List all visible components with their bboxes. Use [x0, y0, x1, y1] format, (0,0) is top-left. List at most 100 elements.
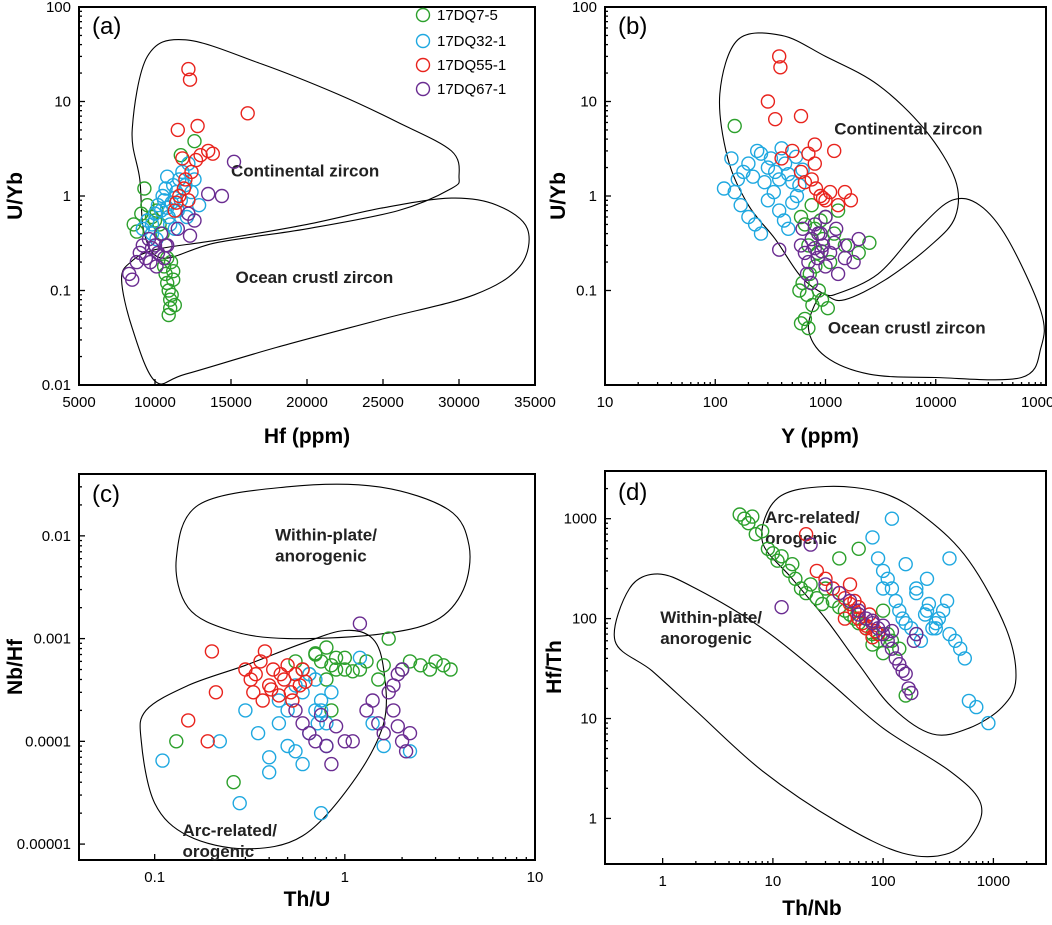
point-17dq32-1	[953, 641, 968, 656]
point-17dq7-5	[774, 549, 789, 564]
point-17dq32-1	[741, 209, 756, 225]
point-17dq7-5	[862, 235, 877, 251]
point-17dq32-1	[898, 557, 913, 572]
point-17dq55-1	[797, 174, 813, 190]
point-17dq55-1	[257, 644, 273, 659]
point-17dq67-1	[359, 703, 374, 718]
point-17dq32-1	[313, 806, 329, 821]
legend-item: 17DQ7-5	[415, 7, 498, 24]
x-tick-label: 0.1	[144, 869, 165, 886]
point-17dq55-1	[772, 49, 787, 64]
point-17dq55-1	[815, 190, 831, 206]
point-17dq7-5	[169, 734, 184, 749]
point-17dq55-1	[181, 61, 196, 77]
point-17dq7-5	[851, 245, 866, 261]
point-17dq7-5	[793, 581, 809, 596]
y-tick-label: 1	[63, 188, 71, 205]
point-17dq67-1	[811, 226, 826, 241]
point-17dq55-1	[264, 682, 279, 697]
point-17dq32-1	[352, 650, 368, 665]
field-boundary-arc-related-orogenic	[761, 485, 1017, 736]
point-17dq32-1	[909, 581, 924, 596]
point-17dq55-1	[167, 203, 183, 218]
point-17dq67-1	[170, 221, 186, 237]
y-tick-label: 1	[589, 188, 597, 205]
point-17dq7-5	[345, 664, 360, 679]
point-17dq67-1	[324, 756, 339, 772]
point-17dq55-1	[807, 137, 822, 152]
point-17dq7-5	[187, 133, 202, 149]
point-17dq67-1	[295, 716, 310, 731]
point-17dq32-1	[898, 616, 913, 631]
point-17dq32-1	[262, 765, 277, 780]
field-boundary-continental-zircon	[718, 32, 960, 302]
field-label: Ocean crustl zircon	[236, 268, 394, 287]
point-17dq7-5	[832, 551, 847, 566]
point-17dq67-1	[226, 154, 242, 170]
point-17dq55-1	[774, 151, 789, 166]
point-17dq32-1	[888, 593, 903, 609]
point-17dq32-1	[238, 703, 253, 718]
point-17dq7-5	[161, 307, 176, 323]
point-17dq32-1	[781, 221, 796, 237]
point-17dq32-1	[892, 603, 907, 618]
point-17dq7-5	[875, 603, 891, 618]
point-17dq7-5	[381, 631, 396, 646]
x-tick-label: 10000	[915, 394, 957, 411]
point-17dq7-5	[808, 259, 823, 274]
point-17dq67-1	[214, 188, 230, 204]
y-tick-label: 0.1	[576, 283, 597, 300]
point-17dq32-1	[250, 726, 266, 741]
point-17dq32-1	[969, 699, 984, 715]
y-tick-label: 0.001	[33, 631, 71, 648]
point-17dq7-5	[737, 511, 752, 526]
field-label: Within-plate/	[275, 526, 377, 545]
point-17dq67-1	[904, 685, 919, 701]
legend-marker-17dq32-1	[415, 33, 431, 49]
point-17dq67-1	[394, 734, 410, 749]
panel-c-points	[155, 616, 458, 821]
panel-c-frame	[78, 473, 536, 861]
x-tick-label: 30000	[438, 394, 480, 411]
point-17dq67-1	[774, 600, 789, 615]
point-17dq7-5	[376, 658, 391, 673]
point-17dq67-1	[846, 254, 861, 270]
point-17dq7-5	[770, 553, 785, 568]
point-17dq32-1	[376, 738, 391, 754]
point-17dq32-1	[763, 151, 779, 166]
point-17dq7-5	[324, 703, 339, 718]
point-17dq67-1	[818, 259, 833, 274]
point-17dq32-1	[288, 744, 303, 759]
legend-marker-17dq55-1	[415, 57, 431, 73]
legend-label-17dq55-1: 17DQ55-1	[437, 57, 506, 74]
point-17dq32-1	[736, 164, 751, 180]
point-17dq55-1	[180, 713, 196, 728]
point-17dq67-1	[376, 726, 391, 741]
point-17dq7-5	[792, 283, 807, 298]
point-17dq32-1	[295, 756, 310, 772]
point-17dq7-5	[803, 577, 818, 592]
field-boundary-within-plate-anorogenic	[613, 573, 983, 858]
point-17dq67-1	[827, 235, 842, 251]
y-tick-label: 10	[580, 94, 597, 111]
point-17dq32-1	[716, 181, 732, 196]
point-17dq67-1	[345, 734, 360, 749]
x-tick-label: 5000	[62, 394, 95, 411]
y-tick-label: 0.01	[42, 528, 71, 545]
point-17dq55-1	[273, 667, 288, 682]
point-17dq67-1	[187, 213, 202, 228]
point-17dq32-1	[776, 213, 792, 228]
point-17dq32-1	[935, 603, 951, 618]
point-17dq32-1	[884, 511, 900, 526]
point-17dq7-5	[163, 254, 179, 270]
point-17dq32-1	[750, 143, 765, 159]
point-17dq55-1	[813, 188, 828, 204]
point-17dq32-1	[942, 551, 957, 566]
point-17dq67-1	[337, 734, 352, 749]
x-tick-label: 1000	[977, 873, 1010, 890]
point-17dq67-1	[898, 666, 913, 681]
point-17dq67-1	[884, 641, 900, 656]
point-17dq55-1	[246, 685, 261, 700]
point-17dq55-1	[827, 143, 842, 159]
